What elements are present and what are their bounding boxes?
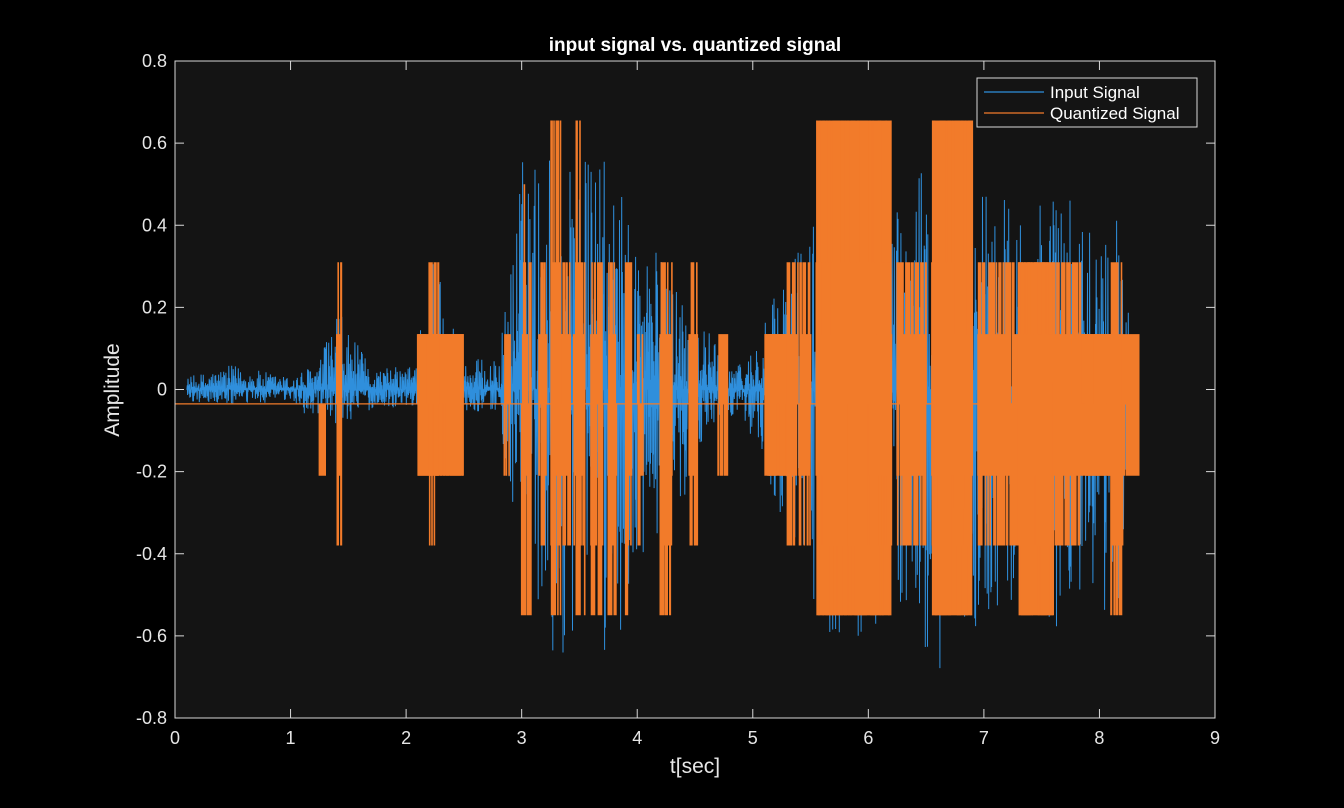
series-quantized-signal	[607, 262, 618, 616]
series-quantized-signal	[717, 334, 729, 476]
series-quantized-signal	[561, 262, 571, 546]
y-tick-label: 0.2	[142, 297, 167, 317]
x-tick-label: 5	[748, 728, 758, 748]
series-quantized-signal	[624, 262, 633, 616]
series-quantized-signal	[1017, 262, 1054, 616]
series-quantized-signal	[336, 262, 343, 546]
x-tick-label: 6	[863, 728, 873, 748]
x-tick-label: 0	[170, 728, 180, 748]
series-quantized-signal	[688, 262, 699, 546]
y-tick-label: -0.8	[136, 708, 167, 728]
x-tick-label: 9	[1210, 728, 1220, 748]
series-quantized-signal	[416, 334, 464, 476]
series-quantized-signal	[815, 120, 893, 616]
series-quantized-signal	[318, 403, 326, 476]
axes-layer: 0 1 2 3 4 5 6 7 8 9 -0.8 -0.6 -0.4 -0.2 0 0.2 0.4 0.6 0.8	[136, 51, 1220, 748]
x-tick-label: 2	[401, 728, 411, 748]
legend-label-quantized-signal: Quantized Signal	[1050, 104, 1179, 123]
series-quantized-signal	[1081, 334, 1112, 476]
series-quantized-signal	[1121, 334, 1140, 476]
y-axis-label: Amplitude	[101, 343, 124, 436]
legend-box	[976, 77, 1198, 128]
legend: Input Signal Quantized Signal	[976, 77, 1198, 128]
series-quantized-signal	[764, 334, 789, 476]
y-tick-label: -0.4	[136, 544, 167, 564]
x-tick-label: 7	[979, 728, 989, 748]
series-quantized-signal	[1052, 262, 1083, 546]
x-axis-label: t[sec]	[670, 755, 720, 778]
chart-title: input signal vs. quantized signal	[549, 35, 841, 56]
y-tick-label: 0.6	[142, 133, 167, 153]
series-quantized-signal	[590, 262, 604, 616]
x-tick-label: 3	[517, 728, 527, 748]
y-tick-label: 0.8	[142, 51, 167, 71]
series-quantized-signal	[572, 120, 586, 616]
series-quantized-signal	[503, 334, 511, 476]
x-tick-label: 4	[632, 728, 642, 748]
series-quantized-signal	[636, 334, 644, 546]
series-quantized-signal	[538, 262, 548, 546]
legend-label-input-signal: Input Signal	[1050, 83, 1140, 102]
series-quantized-signal	[977, 262, 1020, 546]
y-tick-label: -0.2	[136, 462, 167, 482]
series-quantized-signal	[659, 262, 673, 616]
series-quantized-signal	[428, 262, 440, 546]
y-tick-label: 0	[157, 380, 167, 400]
series-quantized-signal	[520, 184, 532, 616]
y-tick-label: 0.4	[142, 215, 167, 235]
series-quantized-signal	[786, 262, 812, 546]
y-tick-label: -0.6	[136, 626, 167, 646]
x-tick-label: 8	[1094, 728, 1104, 748]
series-layer	[175, 120, 1140, 669]
series-quantized-signal	[931, 120, 974, 616]
series-quantized-signal	[896, 262, 927, 546]
x-tick-label: 1	[286, 728, 296, 748]
